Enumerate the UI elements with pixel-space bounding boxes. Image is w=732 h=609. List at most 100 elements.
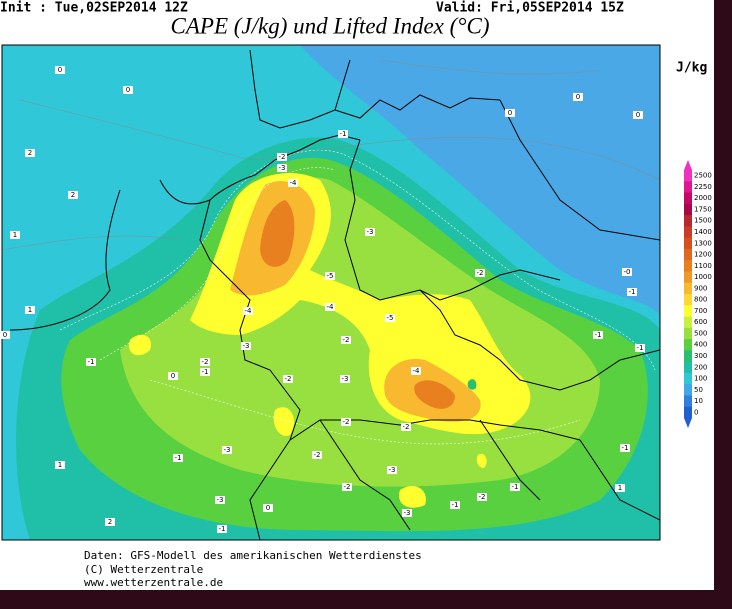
contour-label: -3 — [279, 164, 286, 172]
label-box — [10, 231, 20, 239]
contour-label: -3 — [243, 342, 250, 350]
colorbar-label: 700 — [694, 307, 707, 315]
contour-label: 0 — [636, 111, 640, 119]
bottom-border — [0, 590, 732, 609]
contour-label: -2 — [202, 358, 209, 366]
colorbar-label: 500 — [694, 329, 707, 337]
label-box — [401, 423, 411, 431]
colorbar-swatch — [684, 271, 692, 284]
contour-label: 1 — [28, 306, 32, 314]
label-box — [387, 466, 397, 474]
contour-label: -2 — [314, 451, 321, 459]
colorbar-swatch — [684, 316, 692, 329]
contour-label: -4 — [290, 179, 298, 187]
colorbar-swatch — [684, 305, 692, 318]
label-box — [217, 525, 227, 533]
label-box — [573, 93, 583, 101]
colorbar-swatch — [684, 260, 692, 272]
label-box — [200, 368, 210, 376]
contour-label: -4 — [245, 307, 253, 315]
colorbar-label: 400 — [694, 341, 707, 349]
contour-label: -3 — [217, 496, 224, 504]
colorbar-swatch — [684, 226, 692, 239]
colorbar-label: 600 — [694, 318, 707, 326]
label-box — [411, 367, 421, 375]
contour-label: -1 — [175, 454, 182, 462]
label-box — [25, 149, 35, 157]
colorbar-swatch — [684, 192, 692, 205]
contour-label: -1 — [622, 444, 629, 452]
colorbar-swatch — [684, 215, 692, 227]
footer-line: Daten: GFS-Modell des amerikanischen Wet… — [84, 549, 422, 562]
label-box — [263, 504, 273, 512]
contour-label: -3 — [389, 466, 396, 474]
colorbar-swatch — [684, 237, 692, 250]
contour-label: -5 — [387, 314, 394, 322]
footer-line: www.wetterzentrale.de — [84, 576, 223, 589]
contour-label: 0 — [58, 66, 62, 74]
colorbar-label: 1750 — [694, 205, 712, 213]
label-box — [241, 342, 251, 350]
colorbar-bottom-cap — [684, 418, 692, 428]
colorbar-label: 300 — [694, 352, 707, 360]
colorbar-swatch — [684, 384, 692, 396]
label-box — [283, 375, 293, 383]
label-box — [200, 358, 210, 366]
colorbar-label: 1400 — [694, 228, 712, 236]
label-box — [173, 454, 183, 462]
label-box — [510, 483, 520, 491]
contour-label: -1 — [219, 525, 226, 533]
contour-label: -4 — [327, 303, 335, 311]
contour-label: -4 — [413, 367, 421, 375]
contour-label: -2 — [344, 483, 351, 491]
colorbar-label: 800 — [694, 296, 707, 304]
contour-label: -1 — [202, 368, 209, 376]
colorbar-label: 2500 — [694, 172, 712, 180]
colorbar-label: 1000 — [694, 273, 712, 281]
label-box — [222, 446, 232, 454]
colorbar-label: 200 — [694, 363, 707, 371]
colorbar-swatch — [684, 350, 692, 363]
contour-label: -3 — [404, 509, 411, 517]
label-box — [477, 493, 487, 501]
label-box — [215, 496, 225, 504]
contour-label: 0 — [576, 93, 580, 101]
contour-label: 0 — [171, 372, 175, 380]
label-box — [105, 518, 115, 526]
colorbar-label: 900 — [694, 284, 707, 292]
contour-label: -2 — [343, 336, 350, 344]
label-box — [615, 484, 625, 492]
label-box — [243, 307, 253, 315]
contour-label: 1 — [618, 484, 622, 492]
label-box — [622, 268, 632, 276]
colorbar-swatch — [684, 170, 692, 182]
contour-label: -1 — [637, 344, 644, 352]
colorbar-label: 2250 — [694, 183, 712, 191]
label-box — [385, 314, 395, 322]
label-box — [312, 451, 322, 459]
colorbar-label: 10 — [694, 397, 703, 405]
contour-label: -2 — [403, 423, 410, 431]
label-box — [123, 86, 133, 94]
contour-label: -1 — [452, 501, 459, 509]
colorbar-label: 1100 — [694, 262, 712, 270]
contour-label: 0 — [126, 86, 130, 94]
contour-label: -2 — [285, 375, 292, 383]
init-time: Init : Tue,02SEP2014 12Z — [0, 1, 188, 16]
contour-label: 2 — [71, 191, 75, 199]
contour-label: 0 — [266, 504, 270, 512]
label-box — [325, 303, 335, 311]
label-box — [475, 269, 485, 277]
contour-label: 1 — [58, 461, 62, 469]
colorbar-label: 100 — [694, 375, 707, 383]
label-box — [68, 191, 78, 199]
colorbar-swatch — [684, 361, 692, 374]
contour-label: 0 — [508, 109, 512, 117]
label-box — [620, 444, 630, 452]
colorbar-swatch — [684, 294, 692, 306]
contour-label: -2 — [477, 269, 484, 277]
label-box — [86, 358, 96, 366]
valid-time: Valid: Fri,05SEP2014 15Z — [436, 1, 624, 16]
